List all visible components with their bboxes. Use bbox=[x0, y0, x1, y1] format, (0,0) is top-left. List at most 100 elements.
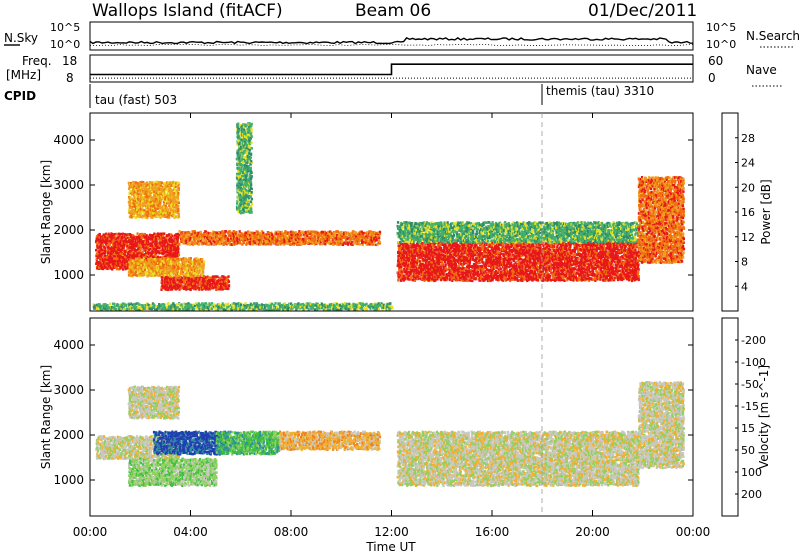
data-cell bbox=[187, 243, 189, 246]
data-cell bbox=[133, 236, 135, 239]
data-cell bbox=[140, 212, 142, 215]
data-cell bbox=[161, 182, 163, 185]
data-cell bbox=[233, 231, 235, 234]
data-cell bbox=[378, 235, 380, 238]
scatter-region bbox=[128, 181, 180, 219]
data-cell bbox=[160, 263, 162, 266]
data-cell bbox=[177, 236, 179, 239]
noise-sky-label: N.Sky bbox=[4, 31, 38, 45]
data-cell bbox=[406, 247, 408, 250]
data-cell bbox=[141, 253, 143, 256]
noise-left-tick-bottom: 10^0 bbox=[50, 38, 80, 51]
frequency-panel: Freq. [MHz] 18 8 60 0 Nave bbox=[6, 54, 782, 86]
data-cell bbox=[406, 271, 408, 274]
data-cell bbox=[428, 267, 430, 270]
data-cell bbox=[218, 231, 220, 234]
data-cell bbox=[159, 204, 161, 207]
data-cell bbox=[228, 275, 230, 278]
data-cell bbox=[213, 243, 215, 246]
data-cell bbox=[178, 288, 180, 291]
data-cell bbox=[403, 274, 405, 277]
data-cell bbox=[440, 247, 442, 250]
data-cell bbox=[159, 247, 161, 250]
data-cell bbox=[300, 234, 302, 237]
data-cell bbox=[455, 263, 457, 266]
cpid-program-1: themis (tau) 3310 bbox=[546, 84, 654, 98]
data-cell bbox=[178, 182, 180, 185]
data-cell bbox=[400, 268, 402, 271]
data-cell bbox=[178, 254, 180, 257]
data-cell bbox=[463, 263, 465, 266]
data-cell bbox=[150, 257, 152, 260]
data-cell bbox=[140, 194, 142, 197]
data-cell bbox=[183, 257, 185, 260]
data-cell bbox=[438, 269, 440, 272]
data-cell bbox=[378, 239, 380, 242]
data-cell bbox=[310, 230, 312, 233]
data-cell bbox=[149, 248, 151, 251]
noise-right-tick-bottom: 10^0 bbox=[706, 38, 736, 51]
data-cell bbox=[216, 235, 218, 238]
data-cell bbox=[418, 270, 420, 273]
data-cell bbox=[135, 265, 137, 268]
data-cell bbox=[124, 253, 126, 256]
data-cell bbox=[211, 243, 213, 246]
data-cell bbox=[167, 254, 169, 257]
data-cell bbox=[166, 206, 168, 209]
data-cell bbox=[198, 275, 200, 278]
data-cell bbox=[122, 268, 124, 271]
data-cell bbox=[193, 237, 195, 240]
data-cell bbox=[202, 267, 204, 270]
data-cell bbox=[475, 277, 477, 280]
data-cell bbox=[104, 236, 106, 239]
data-cell bbox=[421, 255, 423, 258]
data-cell bbox=[95, 249, 97, 252]
data-cell bbox=[171, 275, 173, 278]
data-cell bbox=[295, 231, 297, 234]
beam-label: Beam 06 bbox=[355, 1, 431, 21]
data-cell bbox=[404, 249, 406, 252]
data-cell bbox=[155, 255, 157, 258]
data-cell bbox=[442, 263, 444, 266]
data-cell bbox=[141, 187, 143, 190]
data-cell bbox=[151, 181, 153, 184]
data-cell bbox=[171, 189, 173, 192]
scatter-region bbox=[128, 257, 205, 278]
data-cell bbox=[135, 181, 137, 184]
data-cell bbox=[249, 231, 251, 234]
data-cell bbox=[494, 265, 496, 268]
data-cell bbox=[189, 243, 191, 246]
data-cell bbox=[151, 267, 153, 270]
data-cell bbox=[181, 237, 183, 240]
power-data-layer bbox=[93, 122, 686, 311]
data-cell bbox=[96, 242, 98, 245]
data-cell bbox=[494, 251, 496, 254]
data-cell bbox=[178, 201, 180, 204]
data-cell bbox=[153, 233, 155, 236]
data-cell bbox=[132, 264, 134, 267]
data-cell bbox=[408, 259, 410, 262]
data-cell bbox=[434, 265, 436, 268]
noise-panel: N.Sky 10^5 10^0 10^5 10^0 N.Search bbox=[4, 21, 800, 51]
cpid-program-0: tau (fast) 503 bbox=[95, 93, 177, 107]
data-cell bbox=[153, 198, 155, 201]
data-cell bbox=[189, 237, 191, 240]
data-cell bbox=[158, 213, 160, 216]
data-cell bbox=[200, 231, 202, 234]
data-cell bbox=[202, 270, 204, 273]
data-cell bbox=[108, 233, 110, 236]
data-cell bbox=[183, 231, 185, 234]
data-cell bbox=[373, 243, 375, 246]
data-cell bbox=[490, 275, 492, 278]
data-cell bbox=[400, 277, 402, 280]
data-cell bbox=[177, 250, 179, 253]
data-cell bbox=[159, 202, 161, 205]
data-cell bbox=[114, 244, 116, 247]
data-cell bbox=[172, 249, 174, 252]
data-cell bbox=[199, 263, 201, 266]
cpid-label: CPID bbox=[4, 89, 36, 103]
data-cell bbox=[363, 236, 365, 239]
data-cell bbox=[483, 271, 485, 274]
